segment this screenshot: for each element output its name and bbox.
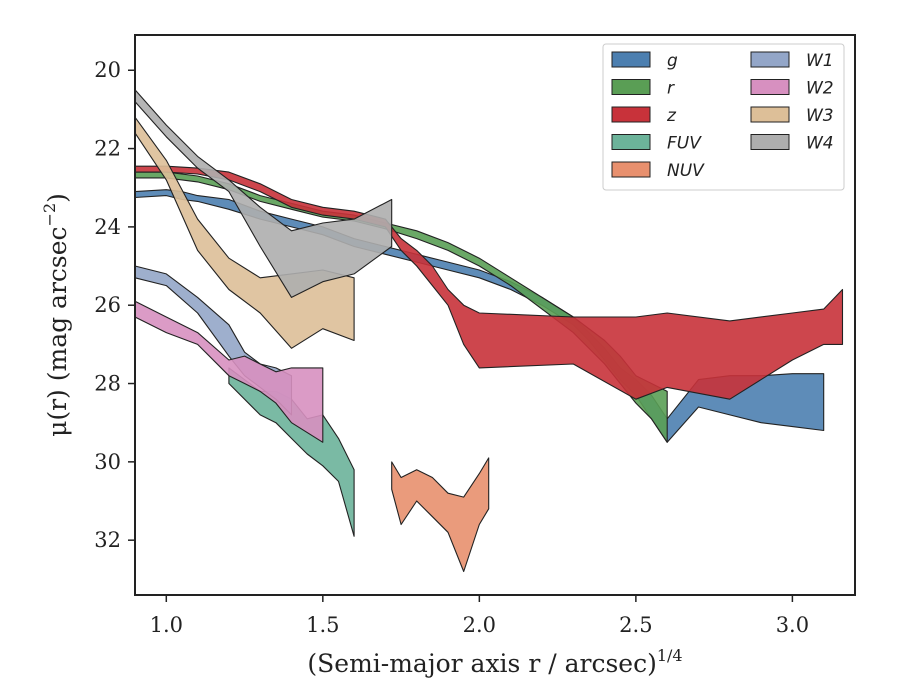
legend-label-w4: W4 bbox=[806, 134, 834, 154]
y-axis-label: μ(r) (mag arcsec−2) bbox=[40, 193, 72, 437]
x-axis-label-exponent: 1/4 bbox=[657, 646, 683, 665]
legend-swatch-nuv bbox=[611, 161, 651, 178]
y-tick-label: 28 bbox=[94, 372, 121, 396]
plot-frame bbox=[134, 34, 856, 596]
legend-swatch-w3 bbox=[750, 106, 790, 123]
x-axis-label-text: (Semi-major axis r / arcsec) bbox=[307, 649, 656, 678]
series-band-nuv bbox=[391, 457, 490, 573]
legend-swatch-g bbox=[611, 51, 651, 68]
x-tick-label: 3.0 bbox=[776, 613, 809, 637]
legend: grz FUV NUV W1 W2 W3 W4 bbox=[602, 43, 845, 191]
legend-label-g: g bbox=[667, 51, 678, 71]
y-tick-label: 22 bbox=[94, 137, 121, 161]
legend-label-fuv: FUV bbox=[667, 134, 702, 154]
y-axis-label-text: μ(r) (mag arcsec bbox=[43, 226, 72, 436]
series-band-w2 bbox=[134, 300, 324, 443]
x-tick-label: 1.5 bbox=[306, 613, 339, 637]
legend-label-r: r bbox=[667, 79, 675, 99]
y-axis: 20 22 24 26 28 30 32 bbox=[94, 58, 135, 552]
y-tick-label: 24 bbox=[94, 215, 121, 239]
legend-swatch-w4 bbox=[750, 134, 790, 150]
legend-swatch-fuv bbox=[611, 134, 651, 150]
y-axis-label-close: ) bbox=[43, 193, 72, 203]
legend-swatch-w2 bbox=[750, 79, 790, 95]
y-tick-label: 32 bbox=[94, 528, 121, 552]
y-axis-label-exponent: −2 bbox=[40, 203, 59, 227]
legend-label-w2: W2 bbox=[806, 79, 834, 99]
x-tick-label: 2.5 bbox=[619, 613, 652, 637]
legend-label-w3: W3 bbox=[806, 106, 834, 126]
legend-swatch-w1 bbox=[750, 51, 790, 68]
y-tick-label: 26 bbox=[94, 293, 121, 317]
legend-swatch-z bbox=[611, 106, 651, 123]
x-tick-label: 1.0 bbox=[150, 613, 183, 637]
series-band-w4 bbox=[134, 89, 393, 298]
y-tick-label: 20 bbox=[94, 58, 121, 82]
x-tick-label: 2.0 bbox=[463, 613, 496, 637]
x-axis: 1.0 1.5 2.0 2.5 3.0 bbox=[150, 595, 809, 637]
x-axis-label: (Semi-major axis r / arcsec)1/4 bbox=[307, 646, 682, 678]
y-tick-label: 30 bbox=[94, 450, 121, 474]
series-band-r bbox=[134, 171, 668, 443]
series-layer bbox=[134, 89, 844, 573]
legend-swatch-r bbox=[611, 79, 651, 95]
legend-label-nuv: NUV bbox=[667, 161, 705, 181]
legend-label-z: z bbox=[666, 106, 677, 126]
legend-label-w1: W1 bbox=[806, 51, 834, 71]
